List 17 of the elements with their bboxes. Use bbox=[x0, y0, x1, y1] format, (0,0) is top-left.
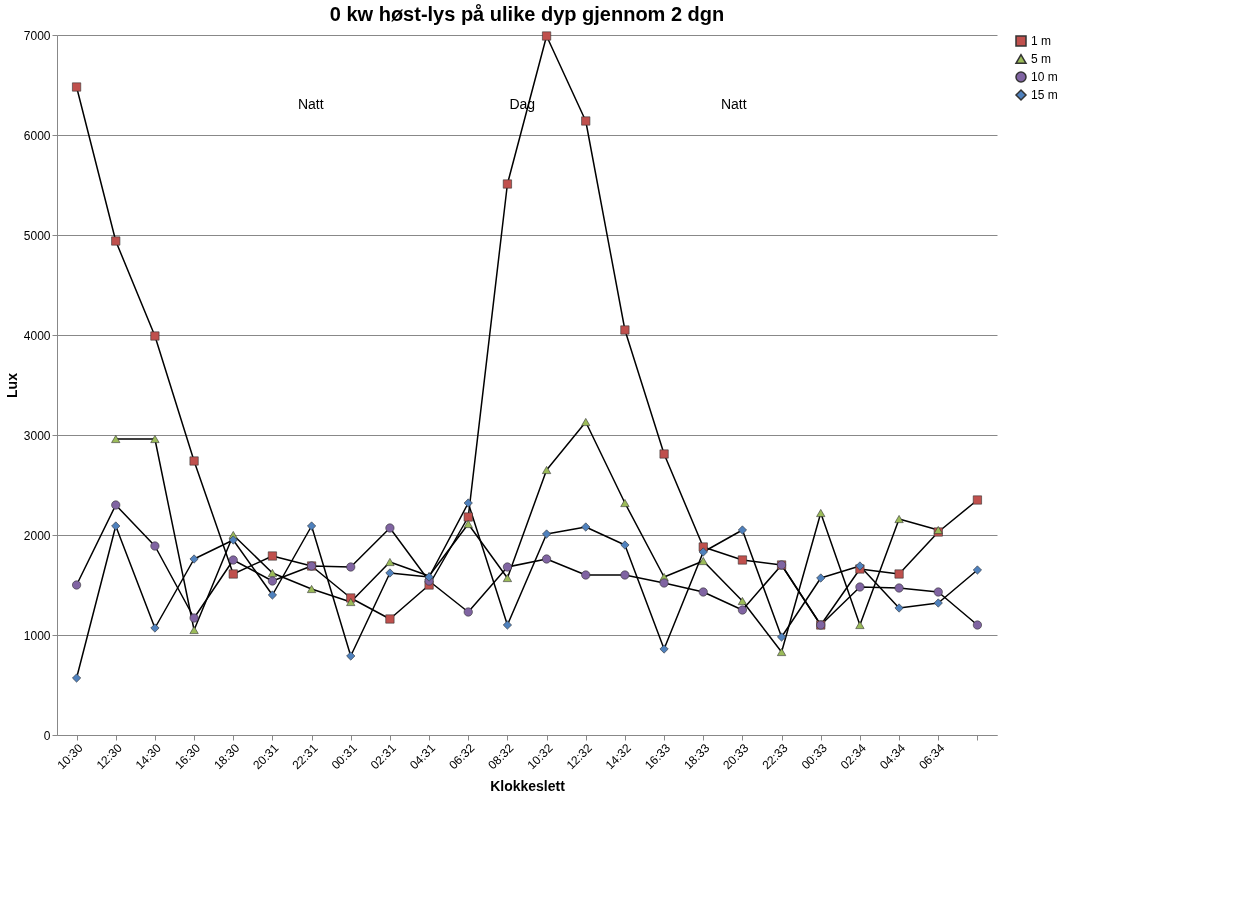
y-tick-label: 7000 bbox=[23, 28, 51, 43]
legend-label: 10 m bbox=[1031, 70, 1058, 84]
y-tick-label: 2000 bbox=[23, 528, 51, 543]
legend-label: 5 m bbox=[1031, 52, 1052, 66]
chart-title: 0 kw høst-lys på ulike dyp gjennom 2 dgn bbox=[329, 3, 725, 25]
y-tick-label: 3000 bbox=[23, 428, 51, 443]
annotation: Natt bbox=[720, 96, 747, 112]
y-tick-label: 5000 bbox=[23, 228, 51, 243]
y-tick-label: 0 bbox=[43, 728, 51, 743]
y-axis-title: Lux bbox=[3, 372, 20, 398]
y-tick-label: 4000 bbox=[23, 328, 51, 343]
y-tick-label: 1000 bbox=[23, 628, 51, 643]
x-axis-title: Klokkeslett bbox=[490, 777, 566, 794]
legend-label: 1 m bbox=[1031, 34, 1052, 48]
annotation: Natt bbox=[297, 96, 324, 112]
legend-label: 15 m bbox=[1031, 88, 1058, 102]
y-tick-label: 6000 bbox=[23, 128, 51, 143]
